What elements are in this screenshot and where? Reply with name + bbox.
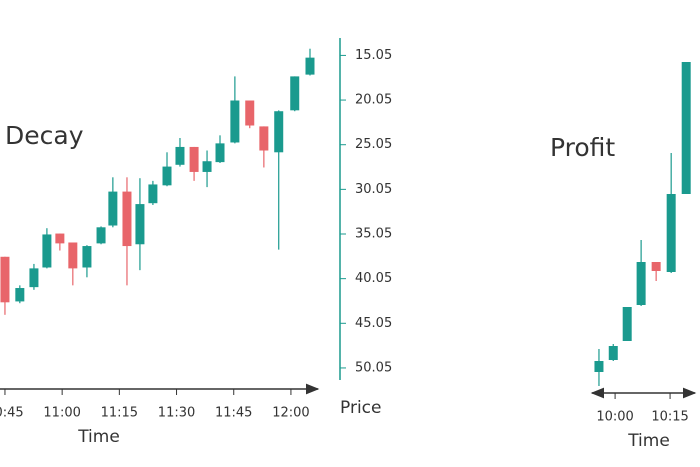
- y-tick-label: 30.05: [355, 182, 392, 197]
- x-tick-label: 11:45: [215, 406, 252, 421]
- candle-body: [594, 361, 604, 372]
- candle-body: [122, 191, 132, 247]
- candle-body: [108, 191, 118, 226]
- candle-body: [666, 194, 676, 272]
- y-axis-label: Price: [340, 398, 381, 418]
- chart-title: Profit: [550, 133, 615, 162]
- x-tick-label: 11:15: [101, 406, 138, 421]
- candle-body: [245, 100, 255, 126]
- x-tick-label: 12:00: [272, 406, 309, 421]
- y-tick-label: 35.05: [355, 227, 392, 242]
- candle-body: [651, 262, 661, 271]
- chart-title: Decay: [5, 121, 84, 150]
- x-axis-label: Time: [77, 427, 120, 447]
- y-tick-label: 25.05: [355, 137, 392, 152]
- candle-body: [622, 307, 632, 341]
- candle-body: [202, 161, 212, 172]
- candle-body: [148, 184, 158, 204]
- x-tick-label: 10:00: [596, 410, 633, 425]
- candle-body: [215, 143, 225, 163]
- x-tick-label: 10:15: [651, 410, 688, 425]
- candle-body: [55, 233, 65, 244]
- x-tick-label: 11:00: [43, 406, 80, 421]
- candle-body: [681, 62, 691, 194]
- candle-body: [608, 346, 618, 360]
- y-tick-label: 40.05: [355, 271, 392, 286]
- y-tick-label: 20.05: [355, 93, 392, 108]
- candle-body: [135, 204, 145, 245]
- candle-body: [82, 246, 92, 268]
- y-tick-label: 45.05: [355, 316, 392, 331]
- candle-body: [0, 256, 10, 303]
- x-tick-label: 11:30: [158, 406, 195, 421]
- y-tick-label: 50.05: [355, 360, 392, 375]
- candle-body: [189, 146, 199, 172]
- x-tick-label: 10:45: [0, 406, 24, 421]
- candle-body: [175, 146, 185, 165]
- candle-body: [305, 57, 315, 75]
- candle-body: [259, 126, 269, 151]
- candle-body: [290, 76, 300, 111]
- x-axis-label: Time: [627, 431, 670, 451]
- candle-body: [42, 234, 52, 268]
- candle-body: [230, 100, 240, 143]
- candle-body: [636, 262, 646, 305]
- y-tick-label: 15.05: [355, 48, 392, 63]
- candle-body: [96, 227, 106, 244]
- candle-body: [274, 111, 284, 153]
- candle-body: [68, 242, 78, 269]
- candle-body: [162, 166, 172, 186]
- candle-body: [29, 268, 39, 288]
- candle-body: [15, 288, 25, 302]
